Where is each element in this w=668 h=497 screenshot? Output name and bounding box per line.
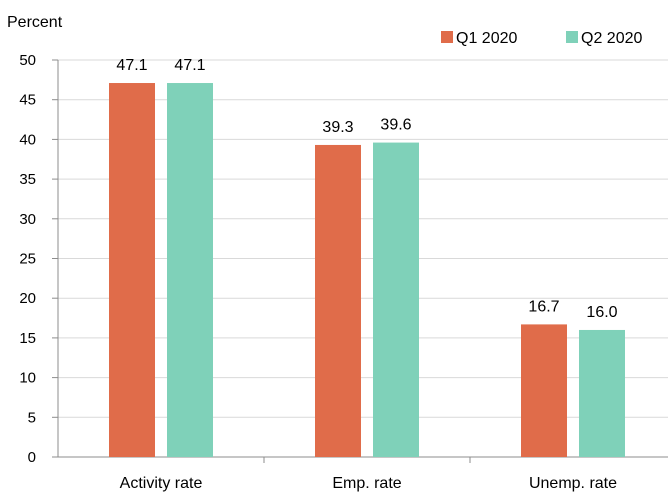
data-label: 47.1 [174,57,205,74]
y-tick-label: 45 [19,92,36,109]
data-label: 16.7 [528,298,559,315]
legend-swatch [566,31,578,43]
y-tick-label: 35 [19,171,36,188]
x-tick-label: Unemp. rate [529,475,617,492]
y-tick-label: 20 [19,290,36,307]
bars [109,83,625,458]
x-tick-label: Emp. rate [332,475,401,492]
y-tick-label: 0 [28,449,36,466]
y-tick-label: 10 [19,370,36,387]
data-label: 39.3 [322,119,353,136]
bar [579,329,625,457]
y-tick-label: 15 [19,330,36,347]
bar [373,142,419,458]
y-tick-label: 50 [19,52,36,69]
y-tick-label: 40 [19,131,36,148]
data-label: 47.1 [116,57,147,74]
gridlines [58,59,668,418]
legend-label: Q2 2020 [581,30,642,47]
legend-swatch [441,31,453,43]
data-labels: 47.1 47.1 39.3 39.6 16.7 16.0 [116,57,617,321]
axes: 0 5 10 15 20 25 30 35 40 45 50 Activity rate Emp. ra… [19,52,668,492]
bar [109,83,155,457]
y-tick-label: 30 [19,211,36,228]
y-axis-label: Percent [7,14,63,31]
y-tick-label: 25 [19,251,36,268]
x-tick-label: Activity rate [120,475,203,492]
legend-label: Q1 2020 [456,30,517,47]
data-label: 39.6 [380,117,411,134]
bar [315,144,361,457]
bar [521,324,567,457]
legend: Q1 2020 Q2 2020 [441,30,642,47]
bar [167,83,213,457]
y-tick-label: 5 [28,409,36,426]
data-label: 16.0 [586,304,617,321]
